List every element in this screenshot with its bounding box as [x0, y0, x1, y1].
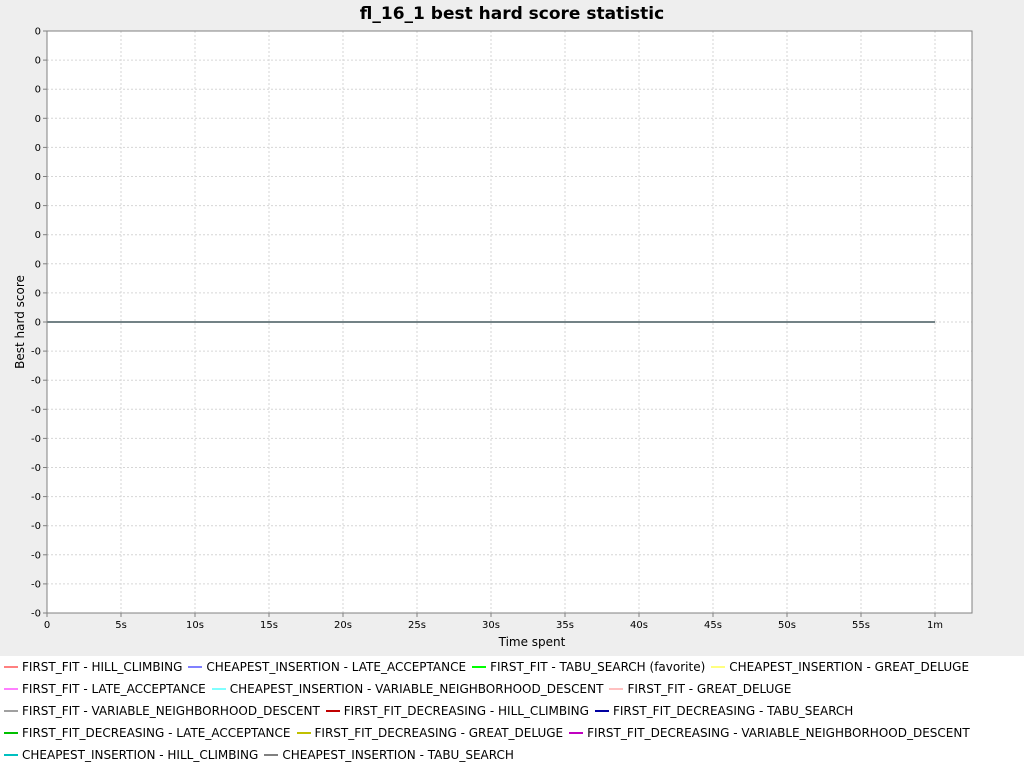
y-tick-label: 0	[35, 56, 41, 67]
legend-item[interactable]: CHEAPEST_INSERTION - TABU_SEARCH	[264, 748, 514, 762]
legend-swatch	[4, 710, 18, 712]
y-tick-label: -0	[31, 463, 41, 474]
legend-row: CHEAPEST_INSERTION - HILL_CLIMBING CHEAPE…	[4, 744, 520, 766]
x-tick-label: 25s	[408, 620, 426, 631]
legend-swatch	[4, 666, 18, 668]
legend-swatch	[711, 666, 726, 668]
legend-item[interactable]: FIRST_FIT - HILL_CLIMBING	[4, 660, 182, 674]
legend-item[interactable]: FIRST_FIT_DECREASING - VARIABLE_NEIGHBOR…	[569, 726, 970, 740]
legend-item[interactable]: FIRST_FIT_DECREASING - HILL_CLIMBING	[325, 704, 589, 718]
legend-label: CHEAPEST_INSERTION - GREAT_DELUGE	[729, 660, 970, 674]
x-tick-label: 55s	[852, 620, 870, 631]
y-tick-label: -0	[31, 550, 41, 561]
legend-swatch	[594, 710, 609, 712]
ticks-layer: 0 5s 10s 15s 20s 25s 30s 35s 40s 45s 50s 55s 1m 0 0 0 0 0…	[31, 27, 943, 632]
x-tick-label: 35s	[556, 620, 574, 631]
legend-label: FIRST_FIT - VARIABLE_NEIGHBORHOOD_DESCEN…	[22, 704, 320, 718]
legend-label: CHEAPEST_INSERTION - LATE_ACCEPTANCE	[206, 660, 467, 674]
legend-swatch	[211, 688, 226, 690]
legend-item[interactable]: CHEAPEST_INSERTION - GREAT_DELUGE	[711, 660, 969, 674]
legend-swatch	[188, 666, 203, 668]
legend-label: CHEAPEST_INSERTION - TABU_SEARCH	[282, 748, 514, 762]
x-axis-label: Time spent	[498, 635, 566, 649]
plot-border	[46, 30, 973, 614]
y-tick-label: 0	[35, 27, 41, 38]
legend-swatch	[569, 732, 584, 734]
legend-label: FIRST_FIT_DECREASING - LATE_ACCEPTANCE	[22, 726, 291, 740]
y-axis-label: Best hard score	[13, 275, 27, 369]
x-tick-label: 20s	[334, 620, 352, 631]
legend-row: FIRST_FIT - VARIABLE_NEIGHBORHOOD_DESCEN…	[4, 700, 859, 722]
legend-row: FIRST_FIT - LATE_ACCEPTANCE CHEAPEST_INSE…	[4, 678, 797, 700]
y-tick-label: 0	[35, 143, 41, 154]
legend-swatch	[4, 732, 18, 734]
axes-layer	[43, 30, 973, 617]
legend-swatch	[296, 732, 311, 734]
x-tick-label: 10s	[186, 620, 204, 631]
legend-label: CHEAPEST_INSERTION - HILL_CLIMBING	[22, 748, 259, 762]
x-tick-label: 5s	[115, 620, 127, 631]
y-tick-label: 0	[35, 259, 41, 270]
legend-item[interactable]: FIRST_FIT - LATE_ACCEPTANCE	[4, 682, 206, 696]
y-tick-label: 0	[35, 230, 41, 241]
x-tick-label: 45s	[704, 620, 722, 631]
legend-item[interactable]: FIRST_FIT_DECREASING - TABU_SEARCH	[594, 704, 854, 718]
legend-label: FIRST_FIT - TABU_SEARCH (favorite)	[490, 660, 706, 674]
legend-label: FIRST_FIT_DECREASING - GREAT_DELUGE	[314, 726, 564, 740]
x-tick-label: 40s	[630, 620, 648, 631]
y-tick-label: 0	[35, 318, 41, 329]
legend-label: CHEAPEST_INSERTION - VARIABLE_NEIGHBORHO…	[229, 682, 604, 696]
x-tick-label: 30s	[482, 620, 500, 631]
legend-item[interactable]: FIRST_FIT_DECREASING - GREAT_DELUGE	[296, 726, 564, 740]
legend-label: FIRST_FIT - GREAT_DELUGE	[627, 682, 792, 696]
legend-swatch	[472, 666, 487, 668]
legend-label: FIRST_FIT_DECREASING - VARIABLE_NEIGHBOR…	[587, 726, 970, 740]
x-tick-label: 1m	[927, 620, 943, 631]
legend-label: FIRST_FIT_DECREASING - TABU_SEARCH	[612, 704, 854, 718]
legend-swatch	[4, 688, 18, 690]
legend-swatch	[325, 710, 340, 712]
y-tick-label: -0	[31, 405, 41, 416]
grid-layer	[47, 31, 972, 613]
legend-row: FIRST_FIT_DECREASING - LATE_ACCEPTANCE FI…	[4, 722, 976, 744]
y-tick-label: 0	[35, 114, 41, 125]
legend-item[interactable]: FIRST_FIT - VARIABLE_NEIGHBORHOOD_DESCEN…	[4, 704, 320, 718]
y-tick-label: 0	[35, 172, 41, 183]
x-tick-label: 0	[44, 620, 50, 631]
y-tick-label: -0	[31, 521, 41, 532]
chart-legend: FIRST_FIT - HILL_CLIMBING CHEAPEST_INSERT…	[0, 656, 1024, 768]
legend-label: FIRST_FIT - LATE_ACCEPTANCE	[22, 682, 206, 696]
y-tick-label: -0	[31, 376, 41, 387]
legend-swatch	[4, 754, 18, 756]
legend-item[interactable]: FIRST_FIT - GREAT_DELUGE	[609, 682, 791, 696]
legend-item[interactable]: CHEAPEST_INSERTION - VARIABLE_NEIGHBORHO…	[211, 682, 604, 696]
y-tick-label: -0	[31, 579, 41, 590]
y-tick-label: -0	[31, 434, 41, 445]
legend-item[interactable]: CHEAPEST_INSERTION - LATE_ACCEPTANCE	[188, 660, 466, 674]
legend-item[interactable]: FIRST_FIT_DECREASING - LATE_ACCEPTANCE	[4, 726, 291, 740]
legend-swatch	[264, 754, 279, 756]
x-tick-label: 15s	[260, 620, 278, 631]
legend-item[interactable]: CHEAPEST_INSERTION - HILL_CLIMBING	[4, 748, 258, 762]
chart-canvas: fl_16_1 best hard score statistic 0 5s 10s…	[13, 4, 973, 649]
legend-swatch	[609, 688, 624, 690]
legend-label: FIRST_FIT_DECREASING - HILL_CLIMBING	[343, 704, 589, 718]
legend-item[interactable]: FIRST_FIT - TABU_SEARCH (favorite)	[472, 660, 705, 674]
y-tick-label: 0	[35, 85, 41, 96]
y-tick-label: -0	[31, 347, 41, 358]
y-tick-label: -0	[31, 609, 41, 620]
chart-title: fl_16_1 best hard score statistic	[360, 4, 664, 24]
y-tick-label: 0	[35, 201, 41, 212]
legend-label: FIRST_FIT - HILL_CLIMBING	[22, 660, 183, 674]
legend-row: FIRST_FIT - HILL_CLIMBING CHEAPEST_INSERT…	[4, 656, 975, 678]
y-tick-label: 0	[35, 288, 41, 299]
x-tick-label: 50s	[778, 620, 796, 631]
y-tick-label: -0	[31, 492, 41, 503]
